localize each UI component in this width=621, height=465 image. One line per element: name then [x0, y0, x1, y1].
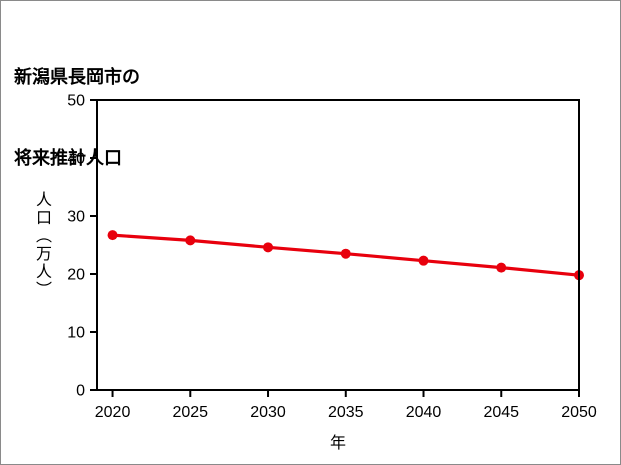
x-tick-label: 2025 — [172, 404, 208, 421]
data-point — [340, 248, 351, 259]
chart-title: 新潟県長岡市の 将来推計人口 — [14, 10, 140, 226]
x-tick-label: 2045 — [483, 404, 519, 421]
x-tick-label: 2020 — [95, 404, 131, 421]
y-tick-label: 50 — [67, 93, 85, 110]
x-tick-label: 2040 — [406, 404, 442, 421]
x-tick-label: 2030 — [250, 404, 286, 421]
data-point — [107, 230, 118, 241]
plot-border — [96, 99, 580, 391]
data-point — [496, 262, 507, 273]
y-tick-label: 20 — [67, 267, 85, 284]
data-point — [263, 242, 274, 253]
x-tick-label: 2050 — [561, 404, 597, 421]
y-tick-label: 10 — [67, 325, 85, 342]
x-tick-label: 2035 — [328, 404, 364, 421]
y-axis-label: 人口（万人） — [33, 191, 50, 299]
data-point — [418, 255, 429, 266]
chart-title-line1: 新潟県長岡市の — [14, 67, 140, 87]
y-tick-label: 40 — [67, 151, 85, 168]
data-point — [185, 235, 196, 246]
chart-title-line2: 将来推計人口 — [14, 148, 122, 168]
y-tick-label: 0 — [76, 383, 85, 400]
x-axis-label: 年 — [329, 435, 346, 452]
y-tick-label: 30 — [67, 209, 85, 226]
